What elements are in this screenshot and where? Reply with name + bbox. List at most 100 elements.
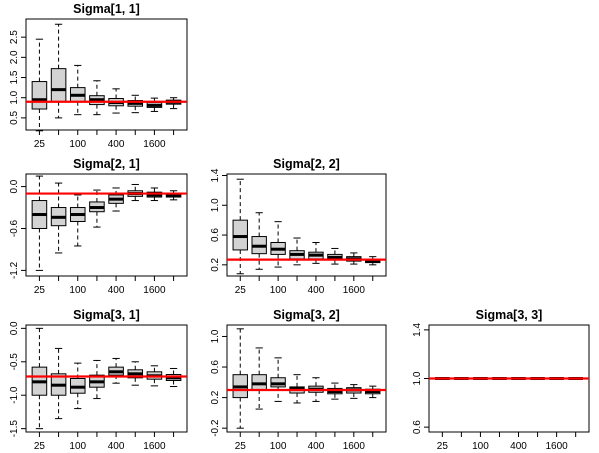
- x-tick-label: 1600: [143, 285, 166, 296]
- y-tick-label: 2.5: [9, 30, 20, 44]
- y-tick-label: 0.6: [210, 228, 221, 242]
- x-tick-label: 1600: [143, 139, 166, 150]
- panel-title: Sigma[2, 1]: [73, 157, 140, 171]
- panel-title: Sigma[1, 1]: [73, 2, 140, 16]
- x-tick-label: 400: [108, 139, 125, 150]
- y-tick-label: 0.2: [210, 390, 221, 404]
- chart-panel: Sigma[1, 1] 0.5 1.0 1.5 2.0 2.5 25 100 400 1600: [9, 2, 188, 150]
- x-tick-label: 25: [437, 441, 449, 452]
- y-tick-label: 2.0: [9, 50, 20, 64]
- box-body: [31, 81, 48, 110]
- x-tick-label: 400: [308, 441, 325, 452]
- box-50: [251, 347, 267, 410]
- x-tick-label: 1600: [545, 441, 568, 452]
- x-tick-label: 400: [108, 441, 125, 452]
- chart-panel: Sigma[3, 2] -0.2 0.2 0.6 1.0 25 100 400 1600: [210, 308, 387, 452]
- y-tick-label: 1.4: [412, 322, 423, 336]
- y-tick-label: -0.6: [9, 219, 20, 237]
- box-25: [31, 175, 48, 271]
- box-25: [31, 327, 48, 430]
- x-tick-label: 25: [235, 441, 247, 452]
- box-800: [327, 382, 343, 400]
- y-tick-label: 0.0: [9, 321, 20, 335]
- panel-title: Sigma[3, 1]: [73, 308, 140, 322]
- plot-frame: [25, 324, 188, 433]
- box-100: [270, 221, 286, 268]
- box-body: [270, 377, 286, 388]
- x-tick-label: 25: [34, 285, 46, 296]
- y-tick-label: -1.2: [9, 261, 20, 279]
- box-50: [50, 182, 67, 254]
- chart-panel: Sigma[3, 3] 0.6 1.0 1.4 25 100 400 1600: [412, 308, 590, 452]
- x-tick-label: 400: [510, 441, 527, 452]
- box-body: [50, 68, 67, 103]
- y-tick-label: -0.2: [210, 419, 221, 437]
- box-50: [50, 347, 67, 420]
- y-tick-label: 0.5: [9, 111, 20, 125]
- box-400: [108, 187, 124, 212]
- box-3200: [365, 385, 381, 399]
- y-tick-label: 0.6: [412, 420, 423, 434]
- y-tick-label: 1.0: [210, 329, 221, 343]
- box-25: [232, 178, 248, 275]
- box-50: [251, 212, 267, 270]
- box-200: [89, 359, 105, 400]
- box-25: [232, 328, 248, 429]
- box-1600: [146, 97, 163, 112]
- y-tick-label: 0.6: [210, 360, 221, 374]
- box-400: [108, 357, 124, 384]
- box-200: [89, 189, 105, 228]
- box-3200: [165, 190, 182, 201]
- x-tick-label: 100: [69, 441, 86, 452]
- chart-panel: Sigma[2, 2] 0.2 0.6 1.0 1.4 25 100 400 1600: [210, 157, 387, 296]
- y-tick-label: 1.0: [9, 90, 20, 104]
- box-200: [289, 374, 305, 404]
- plot-frame: [25, 173, 188, 277]
- x-tick-label: 400: [108, 285, 125, 296]
- box-3200: [165, 97, 182, 110]
- x-tick-label: 1600: [143, 441, 166, 452]
- chart-panel: Sigma[2, 1] -1.2 -0.6 0.0 25 100 400 1600: [9, 157, 188, 296]
- x-tick-label: 1600: [343, 441, 366, 452]
- panel-title: Sigma[3, 2]: [273, 308, 340, 322]
- x-tick-label: 25: [235, 285, 247, 296]
- plot-frame: [25, 18, 188, 131]
- y-tick-label: 0.2: [210, 257, 221, 271]
- box-200: [289, 237, 305, 266]
- x-tick-label: 1600: [343, 285, 366, 296]
- panel-title: Sigma[3, 3]: [476, 308, 543, 322]
- plot-frame: [226, 324, 387, 433]
- box-800: [127, 94, 144, 114]
- box-3200: [365, 256, 381, 266]
- x-tick-label: 25: [34, 441, 46, 452]
- plot-frame: [226, 173, 387, 277]
- x-tick-label: 25: [34, 139, 46, 150]
- x-tick-label: 400: [308, 285, 325, 296]
- box-50: [50, 23, 67, 119]
- box-1600: [346, 252, 362, 265]
- y-tick-label: 1.5: [9, 70, 20, 84]
- x-tick-label: 100: [69, 285, 86, 296]
- box-100: [69, 362, 86, 410]
- panel-title: Sigma[2, 2]: [273, 157, 340, 171]
- y-tick-label: 1.4: [210, 168, 221, 182]
- chart-panel: Sigma[3, 1] -1.5 -1.0 -0.5 0.0 25 100 400 1600: [9, 308, 188, 452]
- box-800: [127, 361, 144, 386]
- box-800: [327, 247, 343, 265]
- box-25: [31, 38, 48, 132]
- x-tick-label: 100: [270, 441, 287, 452]
- y-tick-label: 1.0: [412, 371, 423, 385]
- y-tick-label: -0.5: [9, 353, 20, 371]
- x-tick-label: 100: [270, 285, 287, 296]
- y-tick-label: -1.5: [9, 420, 20, 438]
- box-100: [69, 64, 86, 116]
- y-tick-label: 1.0: [210, 198, 221, 212]
- box-1600: [346, 384, 362, 399]
- box-body: [251, 374, 267, 391]
- x-tick-label: 100: [69, 139, 86, 150]
- box-100: [270, 357, 286, 402]
- box-100: [69, 194, 86, 247]
- y-tick-label: -1.0: [9, 386, 20, 404]
- box-200: [89, 80, 105, 116]
